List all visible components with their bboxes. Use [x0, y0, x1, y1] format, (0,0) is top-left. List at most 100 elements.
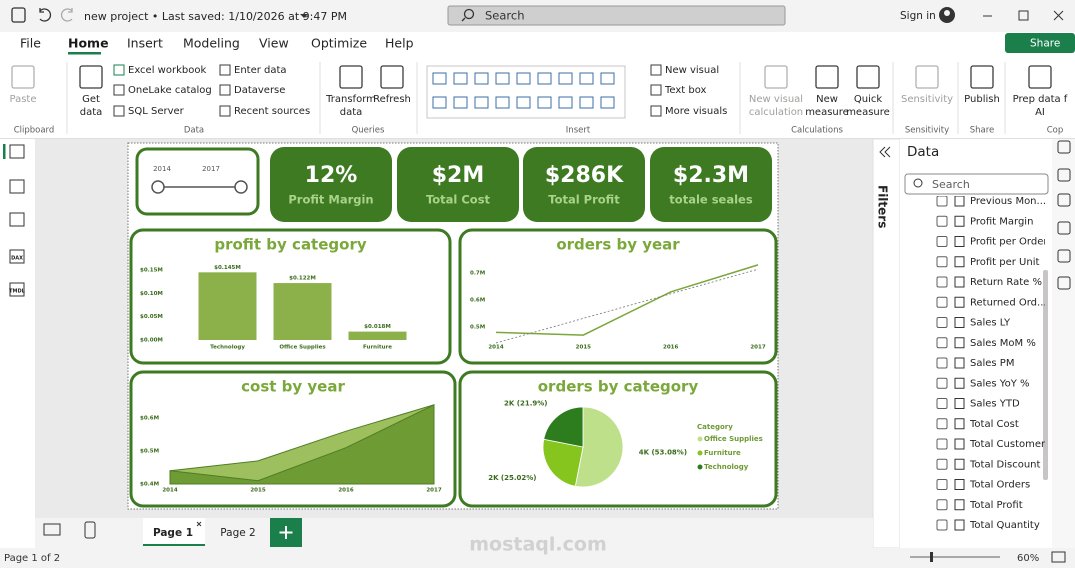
field-checkbox[interactable]	[936, 418, 948, 430]
small-button-icon[interactable]	[219, 64, 231, 76]
small-button-label[interactable]: OneLake catalog	[128, 85, 212, 96]
button-icon[interactable]	[11, 65, 35, 89]
ribbon-tab[interactable]: Modeling	[183, 36, 240, 51]
small-button-label[interactable]: Enter data	[234, 65, 287, 76]
visual-icon[interactable]	[516, 96, 531, 109]
small-button-icon[interactable]	[219, 105, 231, 117]
button-label[interactable]: New	[816, 94, 838, 105]
pane-icon[interactable]	[1057, 168, 1071, 182]
field-name[interactable]: Return Rate %	[970, 277, 1042, 288]
pane-icon[interactable]	[1057, 193, 1071, 207]
visual-icon[interactable]	[579, 72, 594, 85]
field-checkbox[interactable]	[936, 398, 948, 409]
desktop-view[interactable]	[43, 523, 61, 536]
button-icon[interactable]	[1028, 65, 1052, 89]
search-text[interactable]: Search	[485, 9, 525, 23]
add-page-icon[interactable]	[279, 526, 293, 539]
button-icon[interactable]	[815, 65, 839, 89]
button-icon[interactable]	[380, 65, 404, 89]
view-icon[interactable]	[9, 179, 25, 194]
filters-label[interactable]: Filters	[876, 185, 890, 228]
slicer-handle[interactable]	[151, 180, 165, 194]
small-button-icon[interactable]	[113, 84, 125, 96]
field-checkbox[interactable]	[936, 479, 948, 490]
button-label[interactable]: calculation	[749, 107, 803, 118]
button-label[interactable]: Paste	[10, 94, 37, 105]
field-checkbox[interactable]	[936, 519, 948, 531]
visual-icon[interactable]	[600, 96, 615, 109]
button-label[interactable]: measure	[805, 107, 849, 118]
field-name[interactable]: Sales MoM %	[970, 338, 1036, 349]
small-button-icon[interactable]	[650, 105, 662, 117]
field-checkbox[interactable]	[936, 215, 948, 227]
small-button-label[interactable]: Text box	[664, 85, 707, 96]
view-icon[interactable]	[9, 249, 25, 264]
field-checkbox[interactable]	[936, 236, 948, 247]
small-button-icon[interactable]	[113, 64, 125, 76]
view-icon[interactable]	[9, 282, 25, 297]
button-label[interactable]: Refresh	[373, 94, 411, 105]
button-label[interactable]: Get	[82, 94, 100, 105]
ribbon-tab[interactable]: Optimize	[311, 36, 367, 51]
pane-icon[interactable]	[1057, 140, 1071, 154]
button-icon[interactable]	[970, 65, 994, 89]
data-search-text[interactable]: Search	[932, 178, 970, 191]
button-icon[interactable]	[856, 65, 880, 89]
button-label[interactable]: Transform	[325, 94, 376, 105]
small-button-label[interactable]: Dataverse	[234, 85, 285, 96]
field-checkbox[interactable]	[936, 317, 948, 328]
ribbon-tab[interactable]: Insert	[127, 36, 163, 51]
pane-icon[interactable]	[1057, 221, 1071, 235]
visual-icon[interactable]	[495, 72, 510, 85]
small-button-label[interactable]: Recent sources	[234, 106, 310, 117]
visual-icon[interactable]	[474, 96, 489, 109]
field-name[interactable]: Total Customers	[969, 439, 1050, 450]
field-name[interactable]: Profit per Unit	[970, 257, 1039, 268]
scrollbar[interactable]	[1043, 270, 1048, 480]
small-button-label[interactable]: Excel workbook	[128, 65, 206, 76]
collapse-icon[interactable]	[879, 146, 891, 158]
field-checkbox[interactable]	[936, 296, 948, 308]
search-box[interactable]	[447, 5, 786, 26]
field-name[interactable]: Profit Margin	[970, 216, 1033, 227]
save-icon[interactable]	[11, 7, 26, 23]
button-label[interactable]: New visual	[749, 94, 803, 105]
button-label[interactable]: Sensitivity	[901, 94, 953, 105]
field-checkbox[interactable]	[936, 337, 948, 349]
field-name[interactable]: Returned Ord...	[970, 297, 1047, 308]
button-label[interactable]: Publish	[964, 94, 1000, 105]
ribbon-tab[interactable]: View	[259, 36, 289, 51]
sign-in[interactable]: Sign in	[900, 10, 936, 22]
button-label[interactable]: AI	[1035, 107, 1045, 118]
visual-icon[interactable]	[516, 72, 531, 85]
visual-icon[interactable]	[432, 96, 447, 109]
visual-gallery[interactable]	[426, 65, 626, 119]
button-label[interactable]: data	[340, 107, 363, 118]
pane-icon[interactable]	[1057, 276, 1071, 290]
small-button-icon[interactable]	[113, 105, 125, 117]
view-icon[interactable]	[9, 144, 25, 159]
field-checkbox[interactable]	[936, 458, 948, 470]
page-tab[interactable]: Page 1	[153, 527, 193, 539]
fit-page[interactable]	[1051, 551, 1066, 563]
visual-icon[interactable]	[453, 72, 468, 85]
visual-icon[interactable]	[432, 72, 447, 85]
visual-icon[interactable]	[537, 72, 552, 85]
button-icon[interactable]	[915, 65, 939, 89]
field-name[interactable]: Total Profit	[969, 500, 1023, 511]
slicer-handle[interactable]	[234, 180, 248, 194]
small-button-icon[interactable]	[650, 64, 662, 76]
button-label[interactable]: data	[80, 107, 103, 118]
button-label[interactable]: measure	[846, 107, 890, 118]
share-button[interactable]	[1005, 33, 1075, 53]
button-icon[interactable]	[339, 65, 363, 89]
page-tab[interactable]: Page 2	[220, 527, 255, 539]
field-name[interactable]: Total Quantity	[969, 520, 1040, 531]
field-name[interactable]: Previous Mon...	[970, 196, 1046, 207]
ribbon-tab[interactable]: Home	[68, 36, 109, 51]
visual-icon[interactable]	[495, 96, 510, 109]
field-checkbox[interactable]	[936, 377, 948, 389]
visual-icon[interactable]	[558, 96, 573, 109]
small-button-icon[interactable]	[219, 84, 231, 96]
share-label[interactable]: Share	[1030, 38, 1060, 50]
